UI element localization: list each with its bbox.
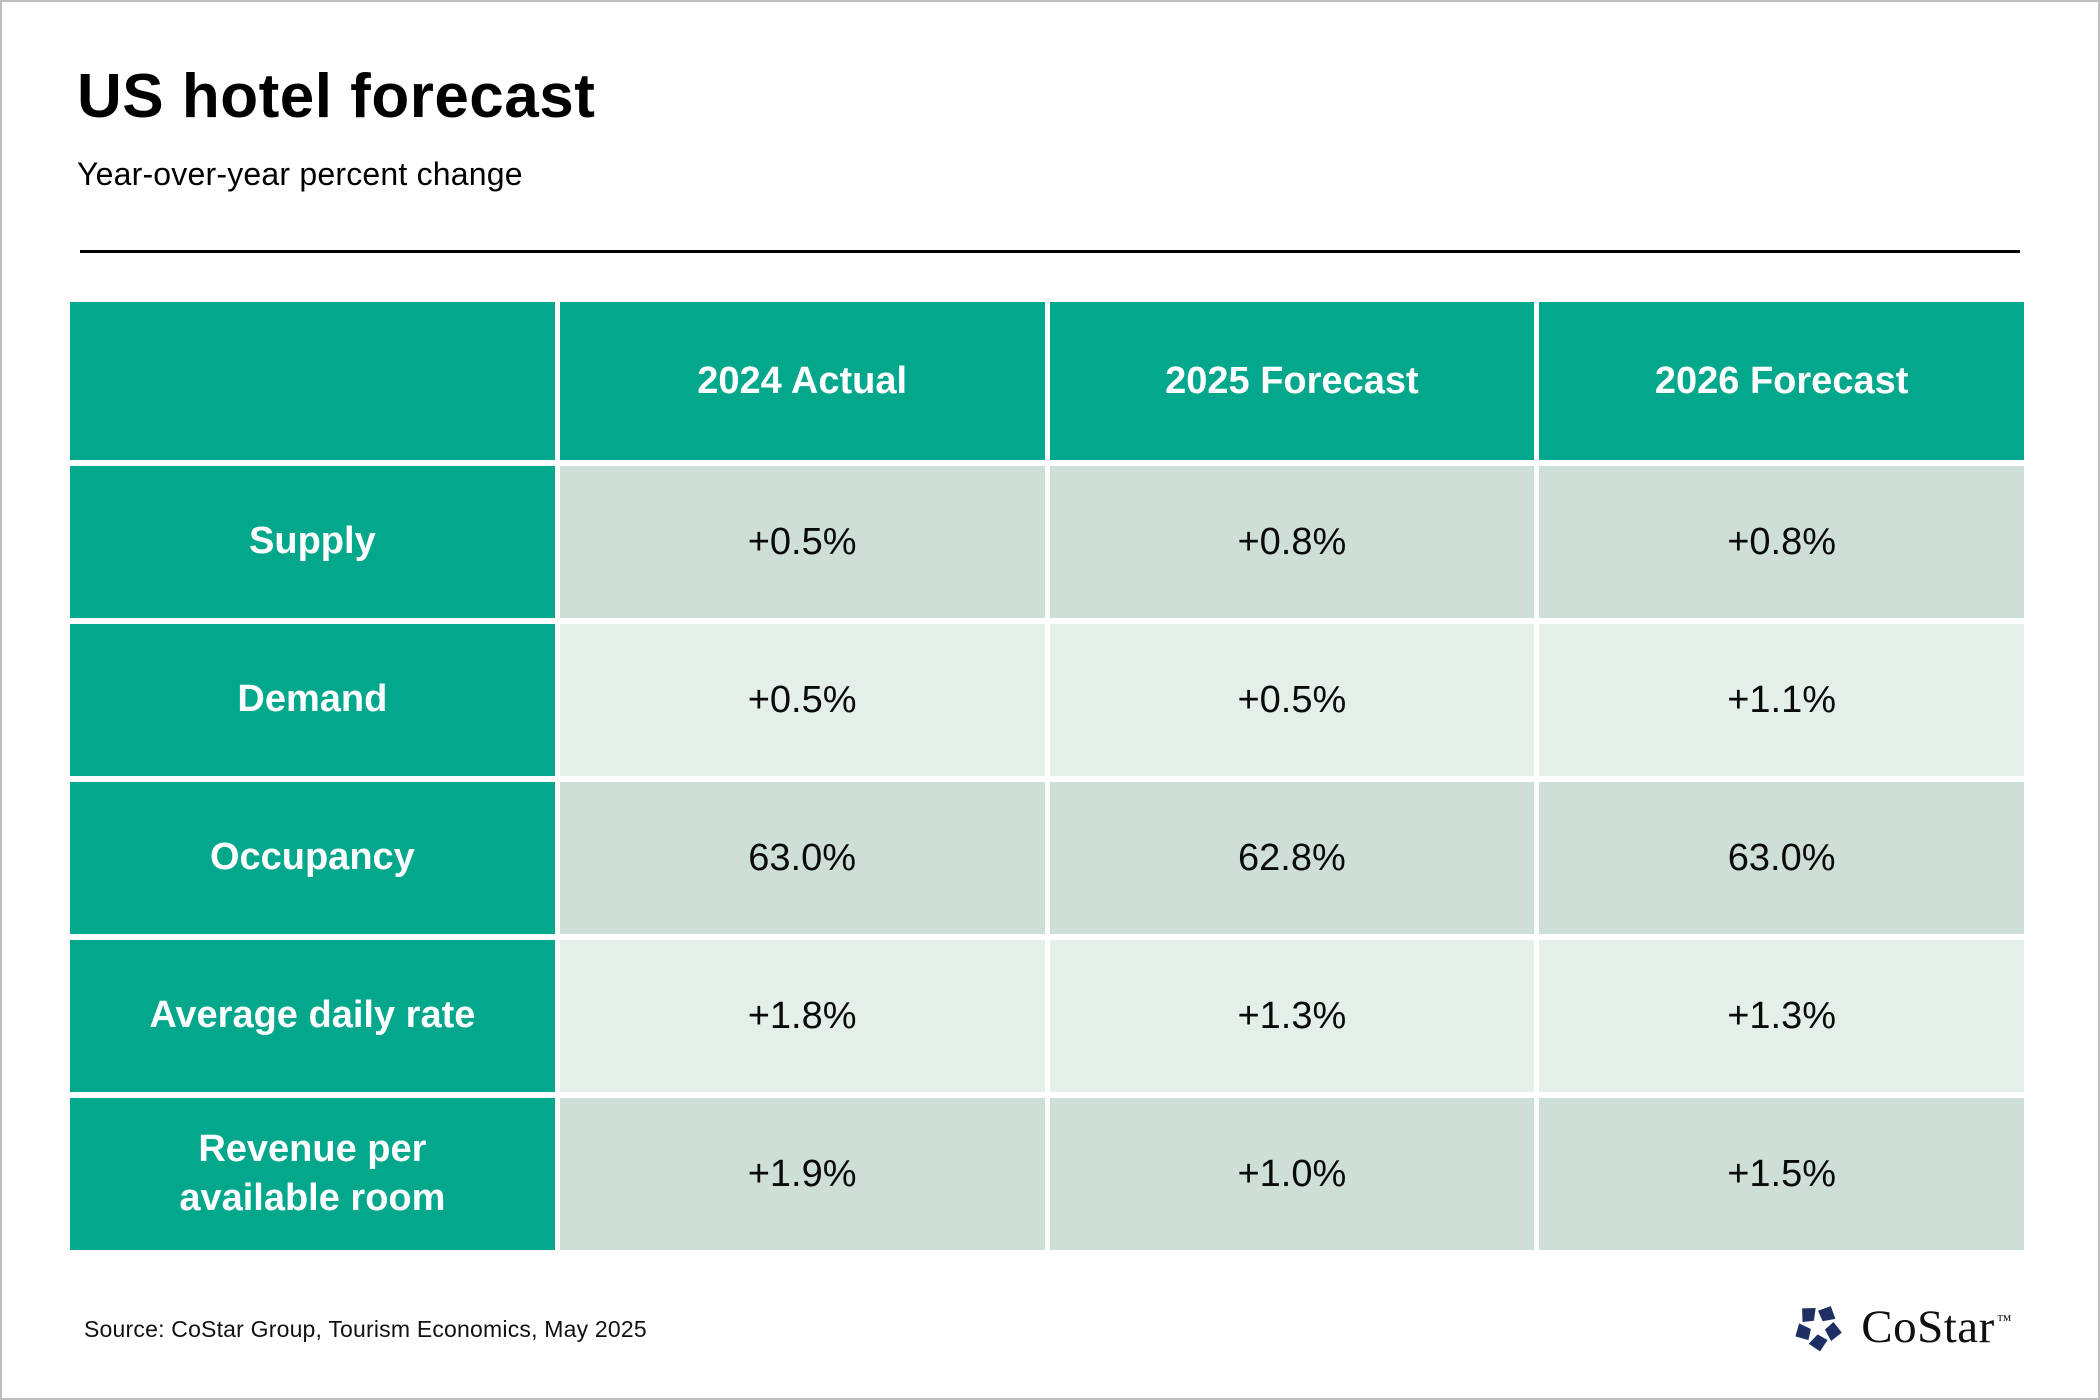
costar-pinwheel-icon: [1795, 1306, 1843, 1352]
page-subtitle: Year-over-year percent change: [77, 156, 523, 193]
source-note: Source: CoStar Group, Tourism Economics,…: [84, 1316, 647, 1342]
cell-supply-2025: +0.8%: [1049, 466, 1535, 618]
cell-adr-2026: +1.3%: [1539, 940, 2024, 1092]
row-label-occupancy: Occupancy: [70, 782, 555, 934]
cell-occupancy-2025: 62.8%: [1049, 782, 1535, 934]
row-label-text: Average daily rate: [149, 994, 476, 1037]
cell-revpar-2026: +1.5%: [1539, 1098, 2024, 1250]
row-label-text: Occupancy: [209, 836, 415, 879]
cell-adr-2024: +1.8%: [559, 940, 1045, 1092]
row-label-text: Demand: [237, 678, 388, 721]
cell-demand-2026: +1.1%: [1539, 624, 2024, 776]
costar-wordmark: CoStar ™: [1861, 1300, 2012, 1353]
cell-revpar-2025: +1.0%: [1049, 1098, 1535, 1250]
cell-supply-2026: +0.8%: [1539, 466, 2024, 618]
row-label-supply: Supply: [70, 466, 555, 618]
cell-adr-2025: +1.3%: [1049, 940, 1535, 1092]
cell-supply-2024: +0.5%: [559, 466, 1045, 618]
row-label-adr: Average daily rate: [70, 940, 555, 1092]
trademark-symbol: ™: [1996, 1312, 2012, 1329]
title-divider: [80, 250, 2020, 253]
cell-occupancy-2024: 63.0%: [559, 782, 1045, 934]
cell-occupancy-2026: 63.0%: [1539, 782, 2024, 934]
forecast-table: 2024 Actual 2025 Forecast 2026 Forecast …: [70, 302, 2024, 1250]
header-cell-2025-forecast: 2025 Forecast: [1049, 302, 1535, 460]
header-cell-blank: [70, 302, 555, 460]
cell-demand-2024: +0.5%: [559, 624, 1045, 776]
header-block: US hotel forecast Year-over-year percent…: [77, 60, 595, 193]
header-cell-2024-actual: 2024 Actual: [559, 302, 1045, 460]
row-label-demand: Demand: [70, 624, 555, 776]
page-title: US hotel forecast: [77, 62, 596, 131]
row-label-revpar: Revenue per available room: [70, 1098, 555, 1250]
costar-wordmark-text: CoStar: [1861, 1300, 1995, 1353]
costar-logo: CoStar ™: [1789, 1298, 2012, 1356]
cell-demand-2025: +0.5%: [1049, 624, 1535, 776]
row-label-text: Revenue per available room: [179, 1127, 446, 1219]
header-cell-2026-forecast: 2026 Forecast: [1539, 302, 2024, 460]
cell-revpar-2024: +1.9%: [559, 1098, 1045, 1250]
row-label-text: Supply: [249, 520, 376, 563]
